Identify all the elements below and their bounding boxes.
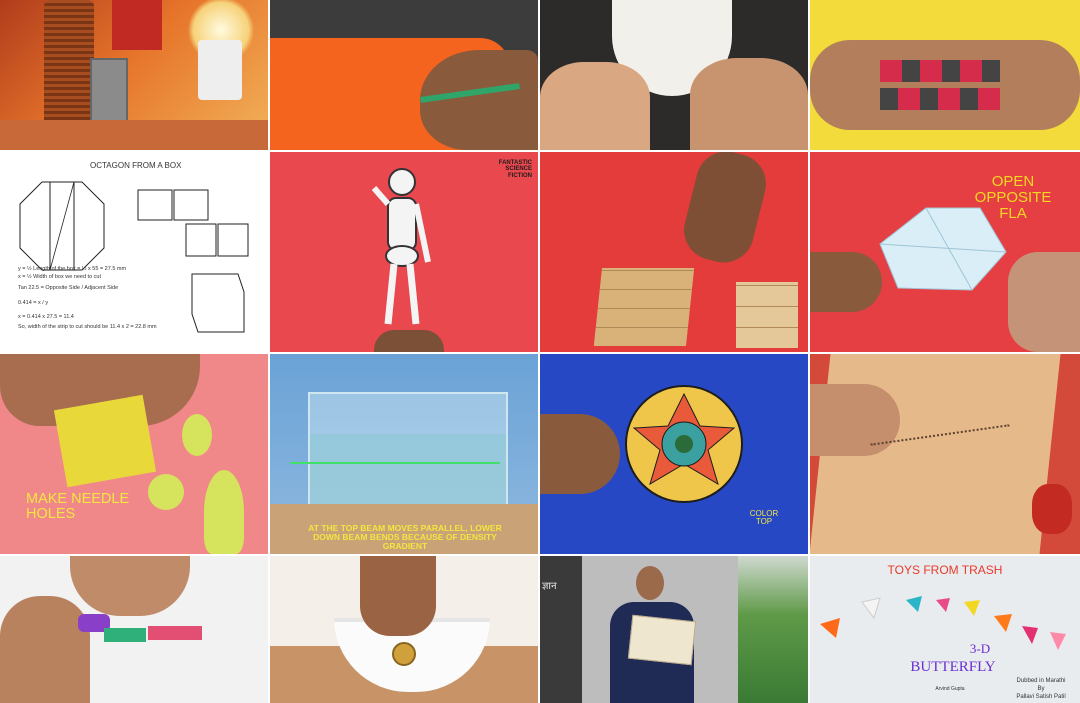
dubbed-line-3: Pallavi Satish Patil	[1016, 694, 1066, 700]
block-chain-top	[880, 60, 1000, 82]
dark-poster	[540, 556, 582, 703]
fish-piece-1	[182, 414, 212, 456]
title-toys-from-trash: TOYS FROM TRASH	[887, 563, 1003, 577]
wooden-base	[0, 120, 268, 150]
left-hand	[810, 252, 882, 312]
thumb-paper-snake[interactable]	[0, 556, 268, 703]
caption-density: AT THE TOP BEAM MOVES PARALLEL, LOWER DO…	[308, 523, 502, 551]
color-top-disc	[625, 385, 743, 503]
credit-name: Arvind Gupta	[935, 686, 965, 692]
formula-line-3: Tan 22.5 = Opposite Side / Adjacent Side	[18, 285, 119, 291]
hand	[374, 330, 444, 352]
arm	[677, 152, 773, 269]
right-hand	[1008, 252, 1080, 352]
formula-line-5: x = 0.414 x 27.5 = 11.4	[18, 314, 74, 320]
block-chain-bottom	[880, 88, 1000, 110]
hand	[540, 414, 620, 494]
formula-line-1: y = ½ Length of the box = ½ x 55 = 27.5 …	[18, 266, 127, 272]
yellow-cutout	[53, 394, 157, 488]
green-laser-beam	[290, 462, 500, 464]
grid-paper-left	[593, 268, 695, 346]
left-hand	[0, 596, 90, 703]
fish-piece-3	[204, 470, 244, 554]
dubbed-line-1: Dubbed in Marathi	[1016, 678, 1066, 684]
bulb-holder	[198, 40, 242, 100]
thumb-paper-fold[interactable]: OPEN OPPOSITE FLA	[810, 152, 1080, 352]
thumb-paper-face[interactable]	[540, 0, 808, 150]
pink-strip	[148, 626, 202, 640]
formula-line-4: 0.414 = x / y	[18, 300, 49, 306]
thumb-color-top[interactable]: COLOR TOP	[540, 354, 808, 554]
water	[310, 434, 506, 508]
plants	[738, 556, 808, 703]
corner-logo: FANTASTIC SCIENCE FICTION	[498, 160, 532, 179]
thumb-folding-grid[interactable]	[540, 152, 808, 352]
formula-line-2: x = ½ Width of box we need to cut	[18, 274, 102, 280]
red-block	[112, 0, 162, 50]
coin	[392, 642, 416, 666]
hand	[810, 384, 900, 456]
octagon-drawing	[19, 181, 249, 333]
thumb-toys-from-trash[interactable]: TOYS FROM TRASH 3-D BUTTERFLY Arvind Gup…	[810, 556, 1080, 703]
subtitle-3d: 3-D	[969, 641, 991, 656]
skeleton-figure	[371, 168, 431, 325]
formula-line-6: So, width of the strip to cut should be …	[18, 324, 157, 330]
thumb-red-blocks[interactable]	[810, 0, 1080, 150]
thumb-electromagnet-bulb[interactable]	[0, 0, 268, 150]
dubbed-line-2: By	[1037, 686, 1045, 692]
hand	[360, 556, 436, 636]
subtitle-butterfly: BUTTERFLY	[910, 659, 996, 675]
grid-paper-right	[736, 282, 798, 348]
caption-needle: MAKE NEEDLE HOLES	[26, 491, 130, 523]
thumb-presenter[interactable]: ज्ञान	[540, 556, 808, 703]
thumb-needle-holes[interactable]: MAKE NEEDLE HOLES	[0, 354, 268, 554]
poster-sign: ज्ञान	[542, 581, 557, 592]
caption-open: OPEN OPPOSITE FLA	[974, 173, 1052, 222]
caption-color-top: COLOR TOP	[749, 509, 779, 527]
thumb-cutting-paper[interactable]	[270, 0, 538, 150]
thumb-coin-bowl[interactable]	[270, 556, 538, 703]
copper-coil	[44, 0, 94, 132]
thumb-skeleton[interactable]: FANTASTIC SCIENCE FICTION	[270, 152, 538, 352]
thumb-octagon-diagram[interactable]: OCTAGON FROM A BOX y = ½ Length of the b…	[0, 152, 268, 352]
folded-paper	[879, 207, 1007, 291]
thumb-water-tank[interactable]: AT THE TOP BEAM MOVES PARALLEL, LOWER DO…	[270, 354, 538, 554]
butterfly-row	[820, 596, 1066, 650]
left-hand	[540, 62, 650, 150]
table-surface	[270, 504, 538, 554]
presenter-head	[636, 566, 664, 600]
red-bow	[1032, 484, 1072, 534]
book	[627, 614, 697, 666]
green-strip	[104, 628, 146, 642]
diagram-title: OCTAGON FROM A BOX	[90, 161, 182, 170]
thumb-string-paper[interactable]	[810, 354, 1080, 554]
purple-strip	[78, 614, 110, 632]
right-hand	[70, 556, 190, 616]
right-hand	[690, 58, 808, 150]
fish-piece-2	[148, 474, 184, 510]
hands	[810, 40, 1080, 130]
